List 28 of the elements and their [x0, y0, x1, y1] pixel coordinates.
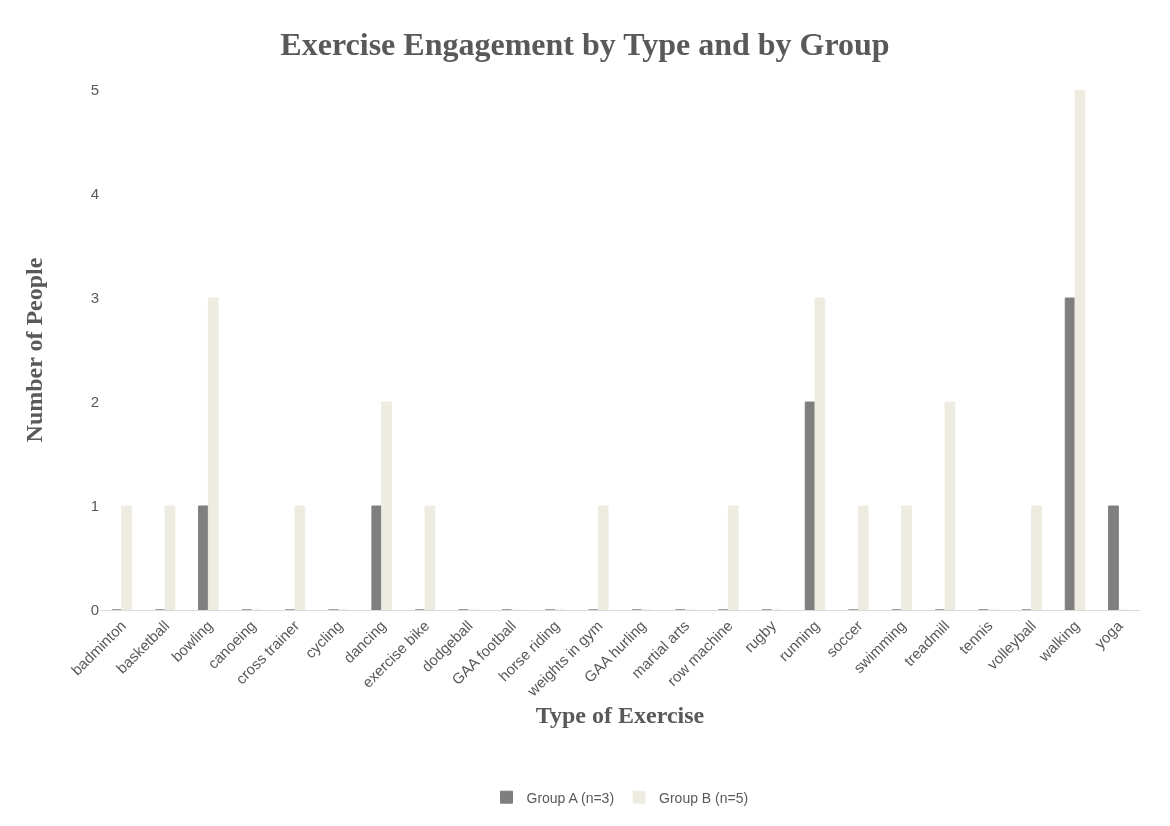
y-tick-label: 4 — [90, 185, 99, 203]
bar — [814, 297, 826, 610]
bar — [371, 505, 383, 610]
bar — [1108, 505, 1119, 610]
bar — [424, 505, 436, 610]
bar — [727, 505, 739, 610]
y-tick-label: 5 — [90, 81, 99, 99]
y-axis-title: Number of People — [21, 257, 47, 443]
legend-label: Group B (n=5) — [659, 789, 749, 806]
bar — [207, 297, 219, 610]
bar — [597, 505, 609, 610]
legend-label: Group A (n=3) — [526, 789, 615, 806]
chart-title: Exercise Engagement by Type and by Group — [280, 26, 890, 63]
bar — [381, 401, 392, 610]
x-axis-title: Type of Exercise — [535, 701, 705, 728]
y-tick-label: 3 — [90, 289, 99, 307]
bar — [121, 505, 132, 610]
bar — [1074, 90, 1086, 610]
y-tick-label: 0 — [90, 601, 99, 619]
bar — [294, 505, 306, 610]
bar — [857, 505, 869, 610]
bar — [944, 401, 956, 610]
bar — [198, 505, 209, 610]
y-tick-label: 2 — [90, 393, 99, 411]
bar — [1031, 505, 1042, 610]
y-tick-label: 1 — [90, 497, 99, 515]
bar — [901, 505, 912, 610]
bar — [164, 505, 176, 610]
